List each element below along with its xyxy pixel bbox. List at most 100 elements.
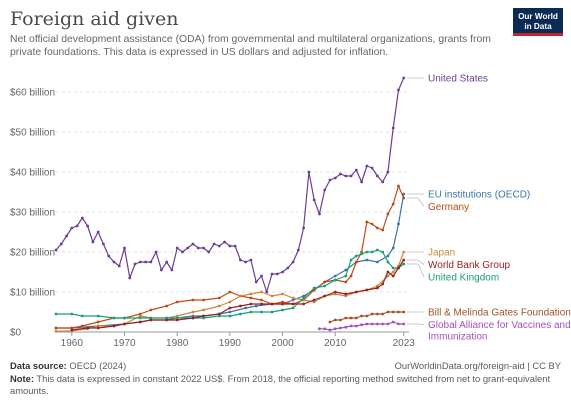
data-point xyxy=(270,302,274,306)
data-point xyxy=(339,326,342,330)
data-point xyxy=(302,302,306,306)
series-lines xyxy=(54,76,406,333)
footer: Data source: OECD (2024) OurWorldinData.… xyxy=(10,360,561,396)
data-point xyxy=(391,320,395,324)
data-point xyxy=(370,250,374,254)
data-point xyxy=(375,174,379,178)
data-point xyxy=(228,244,232,248)
owid-logo[interactable]: Our World in Data xyxy=(513,8,563,36)
data-point xyxy=(138,260,142,264)
data-point xyxy=(175,300,179,304)
data-point xyxy=(391,270,395,274)
y-tick-label: $10 billion xyxy=(10,288,55,299)
data-point xyxy=(123,322,126,326)
data-point xyxy=(354,168,358,172)
data-point xyxy=(123,246,126,250)
data-point xyxy=(402,192,406,196)
series-label: Immunization xyxy=(428,332,487,343)
x-tick-label: 1960 xyxy=(61,338,84,349)
data-point xyxy=(239,294,242,298)
data-point xyxy=(391,310,395,314)
data-point xyxy=(107,254,111,258)
data-point xyxy=(270,272,274,276)
data-point xyxy=(296,248,300,252)
data-point xyxy=(370,166,374,170)
series-label: Global Alliance for Vaccines and xyxy=(428,320,571,331)
data-point xyxy=(339,318,342,322)
data-point xyxy=(381,322,385,326)
data-point xyxy=(96,324,100,328)
data-point xyxy=(344,294,348,298)
data-point xyxy=(375,248,379,252)
data-point xyxy=(244,306,248,310)
data-point xyxy=(96,326,100,330)
data-point xyxy=(328,328,332,332)
data-point xyxy=(165,318,169,322)
data-point xyxy=(318,327,321,331)
data-point xyxy=(375,226,379,230)
data-point xyxy=(365,250,369,254)
data-point xyxy=(386,310,390,314)
data-point xyxy=(249,258,253,262)
label-leader-line xyxy=(406,197,425,207)
data-point xyxy=(96,314,100,318)
data-point xyxy=(212,242,216,246)
series-label: United Kingdom xyxy=(428,273,499,284)
data-point xyxy=(328,320,332,324)
data-point xyxy=(402,196,406,200)
data-point xyxy=(381,282,385,286)
data-point xyxy=(70,328,74,332)
source-url-link[interactable]: OurWorldinData.org/foreign-aid | CC BY xyxy=(394,360,561,371)
data-point xyxy=(228,300,232,304)
data-point xyxy=(291,306,295,310)
data-point xyxy=(202,314,205,318)
data-point xyxy=(344,268,348,272)
data-point xyxy=(138,312,142,316)
data-point xyxy=(244,260,248,264)
x-tick-label: 1970 xyxy=(113,338,136,349)
data-point xyxy=(302,296,306,300)
data-point xyxy=(344,292,348,296)
data-point xyxy=(354,324,358,328)
data-point xyxy=(323,188,327,192)
data-point xyxy=(349,258,353,262)
data-point xyxy=(54,329,58,333)
logo-line-2: in Data xyxy=(524,22,552,31)
data-point xyxy=(265,290,269,294)
series-label: United States xyxy=(428,74,488,85)
data-point xyxy=(149,316,153,320)
data-point xyxy=(123,316,126,320)
data-point xyxy=(260,298,263,302)
data-point xyxy=(381,228,385,232)
data-point xyxy=(202,316,205,320)
data-point xyxy=(386,254,390,258)
data-point xyxy=(228,310,232,314)
data-point xyxy=(386,270,390,274)
data-point xyxy=(228,314,232,318)
data-point xyxy=(217,244,221,248)
label-leader-line xyxy=(406,263,425,278)
series-line xyxy=(71,259,405,331)
data-point xyxy=(333,290,337,294)
data-point xyxy=(402,322,406,326)
data-point xyxy=(86,224,90,228)
data-point xyxy=(370,222,374,226)
data-point xyxy=(365,220,369,224)
line-chart: $0 $10 billion $20 billion $30 billion $40 b… xyxy=(10,74,571,350)
data-point xyxy=(344,325,348,329)
data-point xyxy=(181,250,184,254)
data-source: Data source: OECD (2024) xyxy=(10,360,126,371)
data-point xyxy=(270,310,274,314)
data-point xyxy=(323,327,327,331)
label-leader-line xyxy=(406,259,425,265)
data-point xyxy=(354,260,358,264)
data-point xyxy=(260,290,263,294)
data-point xyxy=(381,180,385,184)
data-point xyxy=(291,260,295,264)
data-point xyxy=(349,324,353,328)
data-point xyxy=(281,308,284,312)
data-point xyxy=(202,246,205,250)
data-point xyxy=(349,174,353,178)
gridlines xyxy=(56,91,409,333)
data-point xyxy=(144,260,147,264)
